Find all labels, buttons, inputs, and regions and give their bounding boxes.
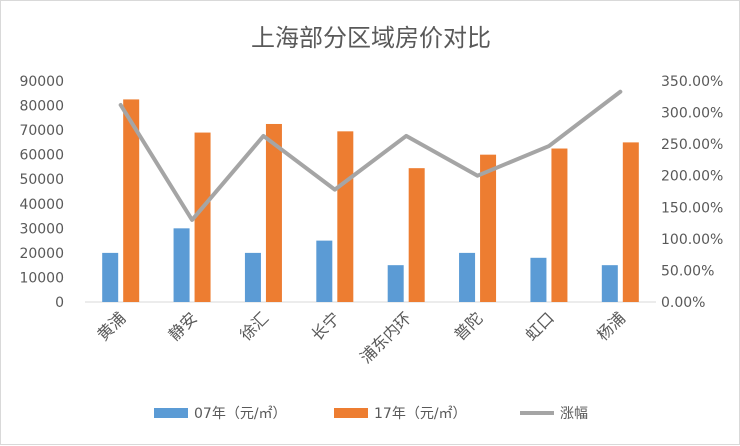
bar-07年（元/㎡）-长宁: [316, 241, 332, 302]
right-tick-label: 350.00%: [661, 74, 723, 90]
legend-swatch-17年（元/㎡）: [334, 408, 368, 418]
right-tick-label: 100.00%: [661, 232, 723, 248]
left-tick-label: 0: [55, 295, 64, 311]
category-label-杨浦: 杨浦: [593, 308, 629, 344]
legend-label-17年（元/㎡）: 17年（元/㎡）: [374, 406, 467, 422]
category-label-黄浦: 黄浦: [93, 308, 129, 344]
bar-07年（元/㎡）-黄浦: [102, 253, 118, 302]
left-tick-label: 50000: [19, 172, 64, 188]
right-tick-label: 150.00%: [661, 200, 723, 216]
left-y-axis: 90000 80000 70000 60000 50000 40000 30000 20000…: [19, 74, 64, 311]
right-tick-label: 50.00%: [661, 263, 714, 279]
legend-label-涨幅: 涨幅: [560, 406, 588, 422]
left-tick-label: 70000: [19, 123, 64, 139]
bar-17年（元/㎡）-虹口: [551, 149, 567, 302]
right-tick-label: 200.00%: [661, 169, 723, 185]
legend-label-07年（元/㎡）: 07年（元/㎡）: [194, 406, 287, 422]
bar-07年（元/㎡）-浦东内环: [388, 265, 404, 302]
category-label-虹口: 虹口: [522, 308, 558, 344]
category-label-普陀: 普陀: [450, 308, 486, 344]
left-tick-label: 20000: [19, 246, 64, 262]
bar-07年（元/㎡）-杨浦: [602, 265, 618, 302]
bar-07年（元/㎡）-虹口: [530, 258, 546, 302]
bar-17年（元/㎡）-浦东内环: [409, 168, 425, 302]
bar-17年（元/㎡）-长宁: [337, 131, 353, 302]
chart-title: 上海部分区域房价对比: [251, 24, 491, 52]
bar-17年（元/㎡）-杨浦: [623, 142, 639, 302]
bar-17年（元/㎡）-普陀: [480, 155, 496, 302]
bar-series-group: [102, 99, 639, 302]
left-tick-label: 10000: [19, 270, 64, 286]
right-tick-label: 300.00%: [661, 106, 723, 122]
right-y-axis: 350.00% 300.00% 250.00% 200.00% 150.00% 100.0…: [661, 74, 723, 311]
bar-07年（元/㎡）-普陀: [459, 253, 475, 302]
legend: 07年（元/㎡） 17年（元/㎡） 涨幅: [154, 406, 588, 422]
bar-17年（元/㎡）-静安: [195, 133, 211, 302]
right-tick-label: 250.00%: [661, 137, 723, 153]
category-label-浦东内环: 浦东内环: [356, 308, 415, 367]
category-label-长宁: 长宁: [308, 308, 344, 344]
category-label-静安: 静安: [165, 308, 201, 344]
bar-17年（元/㎡）-徐汇: [266, 124, 282, 302]
category-label-徐汇: 徐汇: [236, 308, 272, 344]
left-tick-label: 60000: [19, 148, 64, 164]
category-labels: 黄浦静安徐汇长宁浦东内环普陀虹口杨浦: [93, 308, 629, 367]
left-tick-label: 30000: [19, 221, 64, 237]
bar-07年（元/㎡）-徐汇: [245, 253, 261, 302]
right-tick-label: 0.00%: [661, 295, 705, 311]
left-tick-label: 40000: [19, 197, 64, 213]
left-tick-label: 80000: [19, 99, 64, 115]
bar-07年（元/㎡）-静安: [174, 228, 190, 302]
legend-swatch-07年（元/㎡）: [154, 408, 188, 418]
left-tick-label: 90000: [19, 74, 64, 90]
